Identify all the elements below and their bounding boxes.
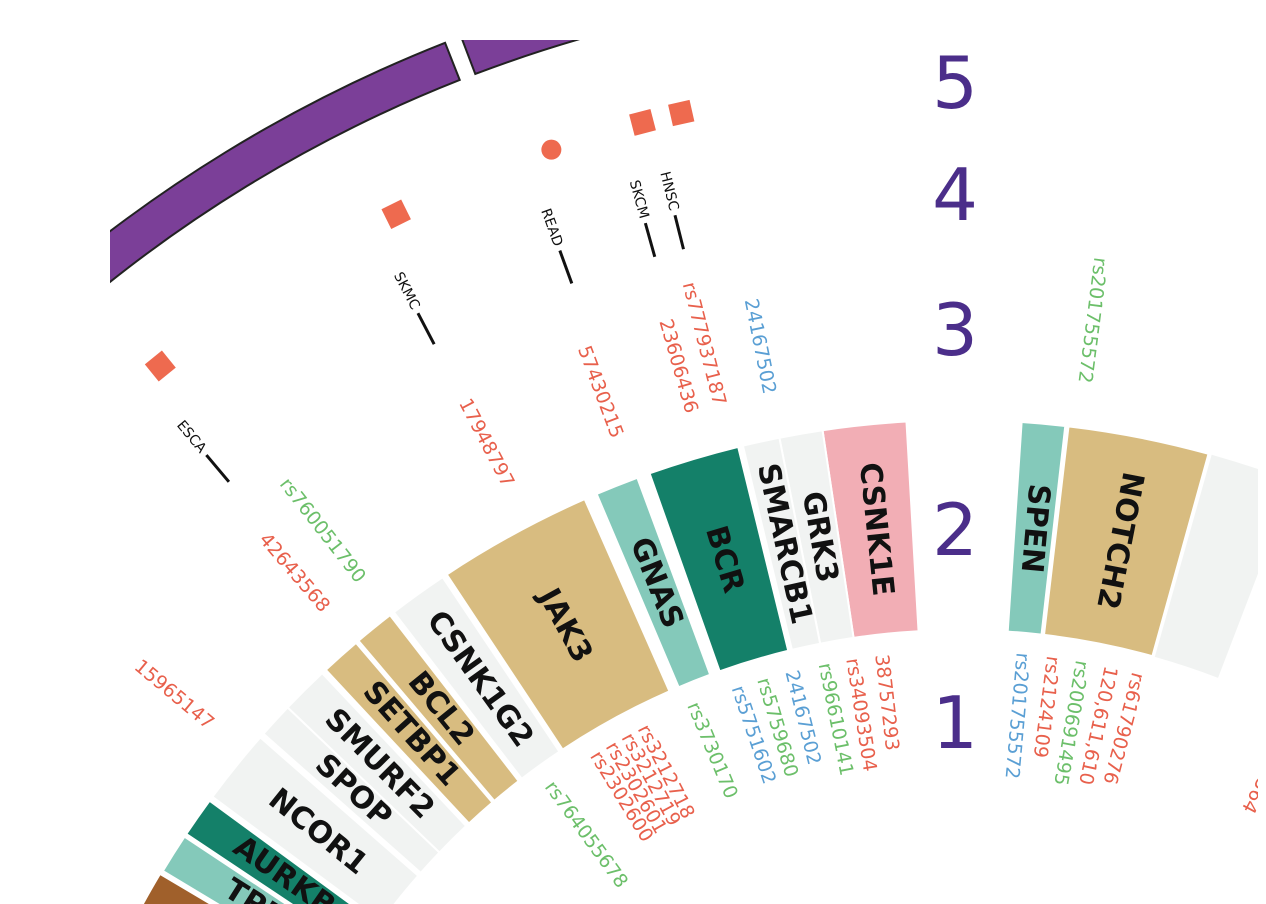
ring-number: 3	[932, 288, 978, 372]
sample-marker	[629, 108, 656, 136]
sample-marker	[381, 199, 411, 229]
gene-block	[286, 671, 468, 854]
sample-tick	[416, 312, 436, 345]
gene-block	[184, 799, 353, 904]
gene-label: SPEN	[1014, 482, 1057, 574]
sample-tick	[558, 250, 574, 284]
sample-marker	[668, 99, 695, 127]
gene-block	[821, 420, 920, 640]
ring-number: 1	[932, 681, 978, 765]
outer-track-block	[461, 40, 581, 76]
gene-block	[211, 736, 420, 904]
gene-block	[392, 575, 561, 781]
ring-number: 5	[932, 41, 978, 125]
gene-block	[161, 835, 288, 904]
gene-block	[1154, 454, 1258, 678]
ring-number: 4	[932, 153, 978, 237]
gene-block	[648, 445, 790, 673]
gene-block	[143, 875, 209, 904]
gene-block	[357, 613, 521, 803]
sample-tick	[643, 222, 657, 258]
sample-marker	[541, 139, 562, 160]
gene-block	[324, 641, 494, 825]
gene-block	[1006, 420, 1067, 636]
sample-marker	[144, 350, 176, 382]
gene-block	[1042, 425, 1210, 658]
gene-block	[778, 429, 855, 645]
gene-block	[741, 436, 822, 652]
gene-block	[262, 706, 441, 875]
ring-number: 2	[932, 488, 978, 572]
gene-block	[595, 476, 712, 689]
gene-block	[445, 497, 671, 751]
ring-numbers: 1 2 3 4 5	[932, 41, 978, 765]
sample-tick	[205, 454, 231, 483]
sample-tick	[673, 214, 685, 250]
outer-track-block	[110, 41, 462, 284]
